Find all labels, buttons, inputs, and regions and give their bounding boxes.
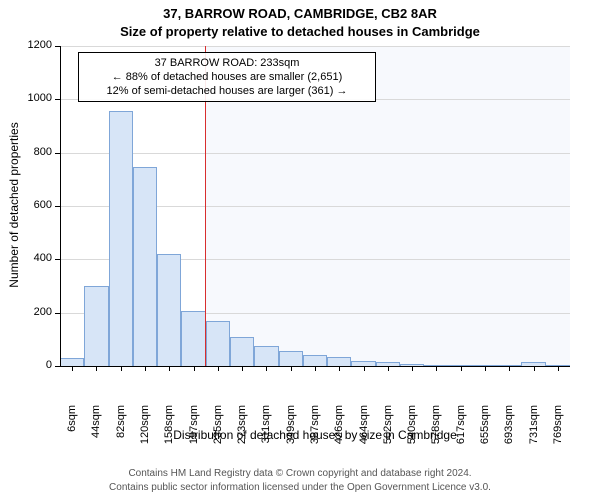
- x-tick-label: 387sqm: [309, 405, 321, 455]
- x-axis-line: [60, 366, 570, 367]
- x-tick-label: 426sqm: [333, 405, 345, 455]
- histogram-bar: [181, 311, 205, 366]
- x-tick-label: 464sqm: [358, 405, 370, 455]
- y-tick-label: 1200: [22, 39, 52, 51]
- x-tick-label: 158sqm: [163, 405, 175, 455]
- histogram-bar: [327, 357, 351, 366]
- y-tick-label: 1000: [22, 92, 52, 104]
- footer-line1: Contains HM Land Registry data © Crown c…: [0, 468, 600, 479]
- gridline: [60, 153, 570, 154]
- y-tick-label: 0: [22, 359, 52, 371]
- chart-container: 37, BARROW ROAD, CAMBRIDGE, CB2 8AR Size…: [0, 0, 600, 500]
- histogram-bar: [109, 111, 133, 366]
- x-tick-label: 693sqm: [503, 405, 515, 455]
- y-tick-label: 600: [22, 199, 52, 211]
- histogram-bar: [60, 358, 84, 366]
- histogram-bar: [230, 337, 254, 366]
- histogram-bar: [84, 286, 108, 366]
- x-tick-label: 731sqm: [528, 405, 540, 455]
- x-tick-label: 311sqm: [260, 405, 272, 455]
- page-title-line2: Size of property relative to detached ho…: [0, 24, 600, 39]
- histogram-bar: [133, 167, 157, 366]
- y-tick-label: 200: [22, 306, 52, 318]
- info-line2: ← 88% of detached houses are smaller (2,…: [85, 70, 369, 84]
- x-tick-label: 120sqm: [139, 405, 151, 455]
- x-tick-label: 44sqm: [90, 405, 102, 455]
- histogram-bar: [254, 346, 278, 366]
- histogram-bar: [157, 254, 181, 366]
- x-tick-label: 769sqm: [552, 405, 564, 455]
- x-tick-label: 273sqm: [236, 405, 248, 455]
- info-box: 37 BARROW ROAD: 233sqm ← 88% of detached…: [78, 52, 376, 102]
- histogram-bar: [303, 355, 327, 366]
- histogram-bar: [206, 321, 230, 366]
- x-tick-label: 578sqm: [430, 405, 442, 455]
- y-axis-title: Number of detached properties: [7, 55, 21, 355]
- info-line1: 37 BARROW ROAD: 233sqm: [85, 56, 369, 70]
- x-tick-label: 655sqm: [479, 405, 491, 455]
- x-tick-label: 617sqm: [455, 405, 467, 455]
- x-tick-label: 6sqm: [66, 405, 78, 455]
- x-tick-label: 197sqm: [188, 405, 200, 455]
- page-title-line1: 37, BARROW ROAD, CAMBRIDGE, CB2 8AR: [0, 6, 600, 21]
- y-tick-label: 800: [22, 146, 52, 158]
- y-axis-line: [60, 46, 61, 366]
- x-tick-label: 349sqm: [285, 405, 297, 455]
- x-tick-label: 540sqm: [406, 405, 418, 455]
- y-tick-label: 400: [22, 252, 52, 264]
- footer-line2: Contains public sector information licen…: [0, 482, 600, 493]
- x-tick-label: 82sqm: [115, 405, 127, 455]
- x-tick-label: 502sqm: [382, 405, 394, 455]
- info-line3: 12% of semi-detached houses are larger (…: [85, 84, 369, 98]
- histogram-bar: [279, 351, 303, 366]
- x-tick-label: 235sqm: [212, 405, 224, 455]
- gridline: [60, 46, 570, 47]
